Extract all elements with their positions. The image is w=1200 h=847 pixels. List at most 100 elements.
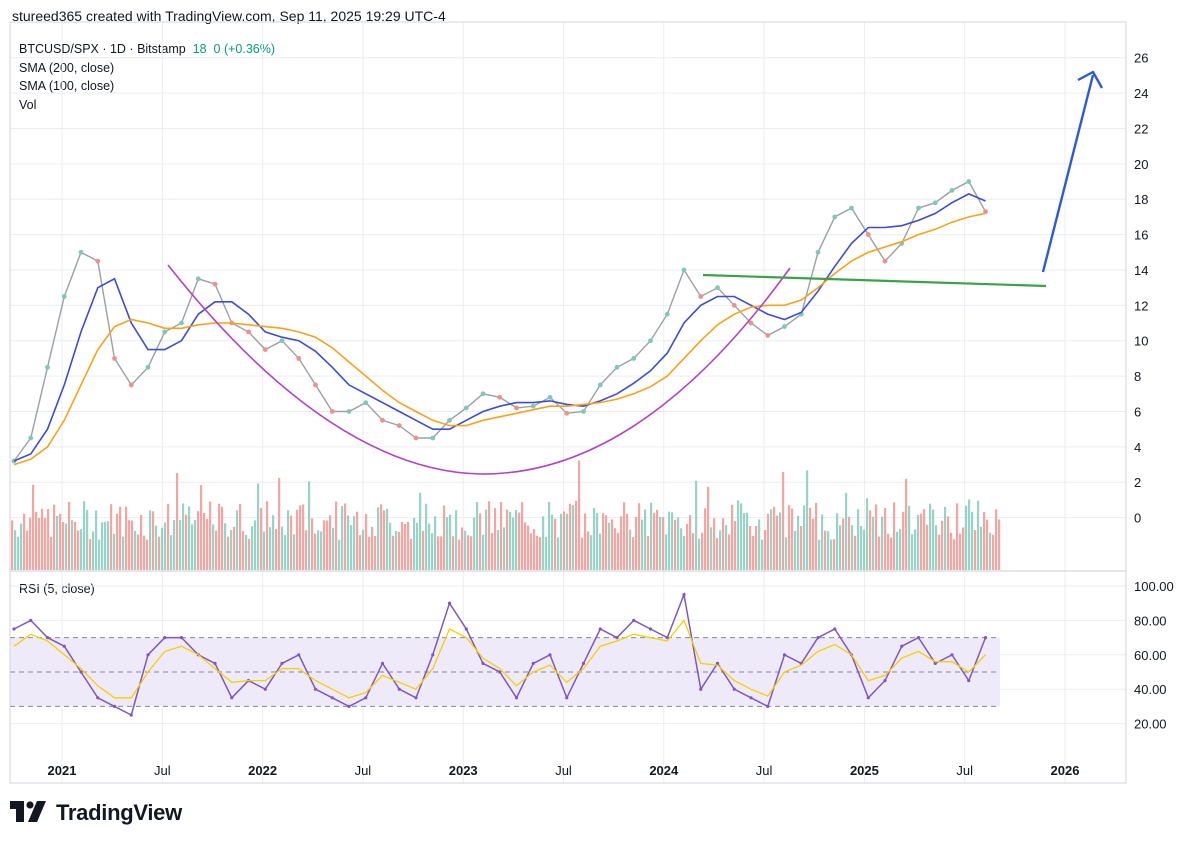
price-point (514, 405, 519, 411)
volume-bar (203, 512, 206, 570)
volume-bar (719, 530, 722, 570)
volume-bar (854, 535, 857, 570)
rsi-point (531, 661, 535, 666)
price-point (815, 249, 821, 255)
y-tick-label: 14 (1134, 263, 1148, 278)
volume-bar (728, 534, 731, 570)
price-point (262, 347, 268, 352)
rsi-point (950, 653, 954, 657)
volume-bar (716, 538, 719, 570)
volume-bar (800, 526, 803, 570)
rsi-point (916, 636, 921, 640)
volume-bar (752, 535, 755, 570)
volume-bar (122, 536, 125, 570)
volume-bar (875, 504, 878, 570)
volume-bar (311, 518, 314, 570)
rsi-y-tick-label: 60.00 (1134, 648, 1167, 663)
volume-bar (239, 503, 242, 570)
rsi-point (179, 636, 184, 640)
volume-bar (212, 524, 215, 570)
price-point (564, 410, 570, 416)
volume-bar (902, 511, 905, 570)
rsi-point (414, 696, 418, 700)
volume-bar (377, 507, 380, 570)
legend-volume[interactable]: Vol (19, 97, 37, 112)
volume-bar (209, 501, 212, 570)
rsi-point (481, 661, 485, 666)
rsi-point (749, 696, 753, 700)
volume-bar (704, 508, 707, 570)
volume-bar (677, 517, 680, 570)
volume-bar (608, 522, 611, 570)
volume-bar (119, 506, 122, 570)
price-point (949, 187, 955, 193)
rsi-point (79, 670, 83, 674)
volume-bar (458, 539, 461, 570)
volume-bar (290, 515, 293, 570)
volume-bar (302, 504, 305, 570)
rsi-point (447, 601, 452, 605)
volume-bar (509, 511, 512, 570)
legend-sma100[interactable]: SMA (100, close) (19, 79, 115, 93)
volume-bar (662, 517, 665, 570)
volume-bar (983, 512, 986, 570)
volume-bar (395, 531, 398, 570)
volume-bar (317, 530, 320, 570)
volume-bar (872, 516, 875, 570)
rsi-point (464, 627, 468, 631)
volume-bar (536, 535, 539, 570)
volume-bar (464, 530, 467, 570)
axes: 26242220181614121086420100.0080.0060.004… (9, 21, 1174, 784)
volume-bar (851, 525, 854, 570)
volume-bar (152, 511, 155, 570)
volume-bar (362, 529, 365, 570)
rsi-point (665, 636, 669, 640)
volume-bar (860, 525, 863, 570)
y-tick-label: 4 (1134, 440, 1141, 455)
volume-bar (230, 529, 233, 570)
volume-bar (884, 507, 887, 570)
x-tick-label: Jul (355, 763, 372, 778)
volume-bar (65, 523, 68, 570)
volume-bar (680, 528, 683, 570)
legend-change: 0 (+0.36%) (213, 42, 276, 56)
volume-bar (200, 485, 203, 570)
price-line (13, 180, 987, 462)
price-point (865, 232, 871, 237)
volume-bar (698, 538, 701, 570)
volume-bar (920, 513, 923, 570)
volume-bar (392, 535, 395, 570)
volume-bar (782, 471, 785, 570)
volume-bar (398, 531, 401, 570)
price-point (179, 320, 184, 326)
volume-bar (590, 535, 593, 570)
rsi-point (615, 636, 619, 640)
volume-bar (176, 472, 179, 570)
legend-symbol-row[interactable]: BTCUSD/SPX · 1D · Bitstamp 18 0 (+0.36%) (19, 40, 275, 59)
rsi-point (816, 636, 820, 640)
volume-bar (158, 536, 161, 570)
volume-bar (368, 536, 371, 570)
legend-sma200[interactable]: SMA (200, close) (19, 60, 115, 75)
volume-bar (371, 526, 374, 570)
volume-bar (380, 504, 383, 570)
chart-attribution: stureed365 created with TradingView.com,… (12, 8, 446, 24)
volume-bar (347, 515, 350, 570)
volume-bar (488, 501, 491, 570)
volume-bar (44, 518, 47, 570)
volume-bar (764, 530, 767, 570)
volume-bar (830, 539, 833, 570)
volume-bar (740, 503, 743, 570)
volume-bar (683, 536, 686, 570)
x-tick-label: Jul (555, 763, 572, 778)
price-point (849, 205, 854, 211)
price-point (547, 394, 553, 400)
volume-bar (932, 509, 935, 570)
volume-bar (431, 533, 434, 570)
rsi-point (12, 627, 16, 631)
price-point (530, 403, 536, 409)
volume-bar (866, 498, 869, 570)
volume-bar (980, 526, 983, 570)
volume-bar (35, 511, 38, 570)
